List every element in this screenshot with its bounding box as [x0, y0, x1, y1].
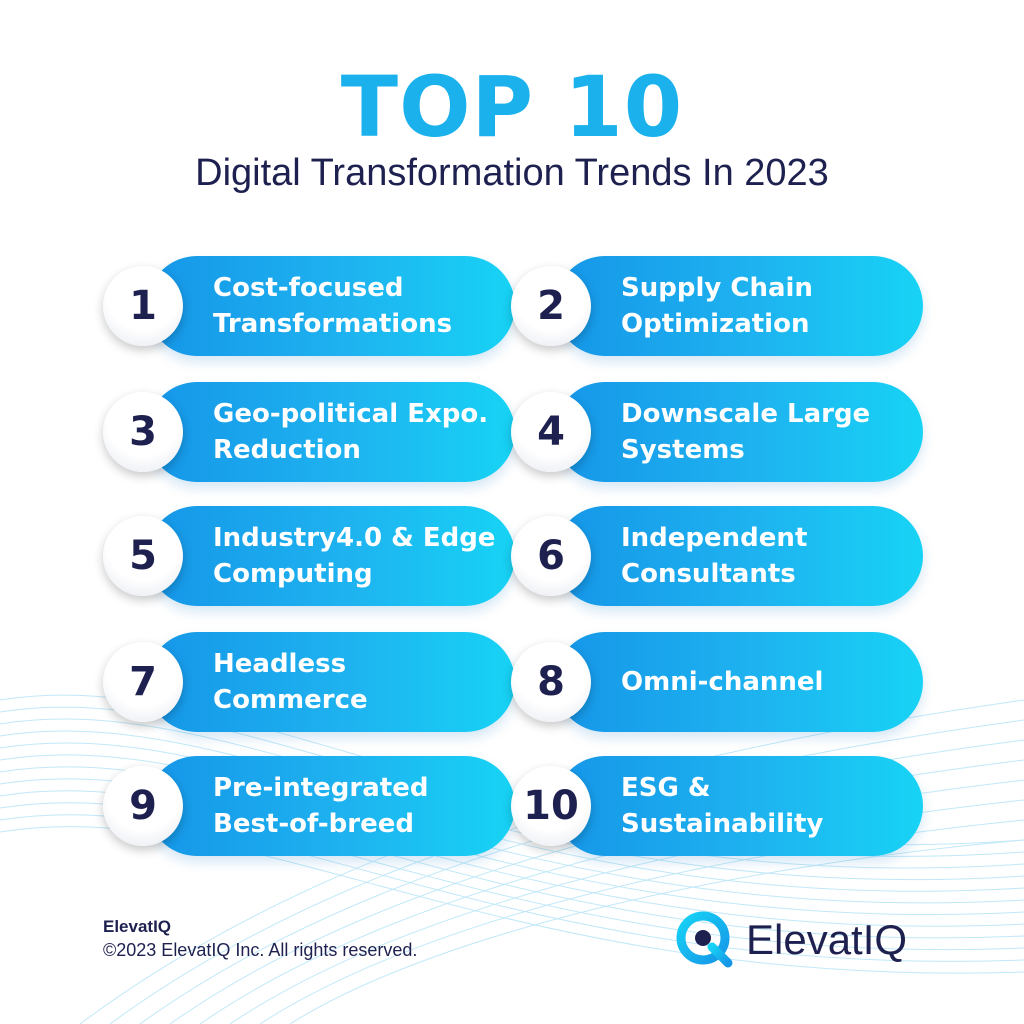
- trend-label: Independent Consultants: [621, 523, 808, 589]
- trend-pill: [147, 506, 515, 606]
- trend-item-3: Geo-political Expo. Reduction 3: [103, 382, 515, 482]
- trend-number-badge: 10: [511, 766, 591, 846]
- trend-pill: [555, 632, 923, 732]
- trend-pill: [555, 382, 923, 482]
- trend-number-badge: 5: [103, 516, 183, 596]
- trend-item-7: Headless Commerce 7: [103, 632, 515, 732]
- logo-wordmark: ElevatIQ: [746, 916, 908, 963]
- trend-number-badge: 9: [103, 766, 183, 846]
- trend-label: Geo-political Expo. Reduction: [213, 399, 489, 465]
- page-title: TOP 10: [340, 58, 684, 156]
- trend-item-9: Pre-integrated Best-of-breed 9: [103, 756, 515, 856]
- trend-pill: [147, 382, 515, 482]
- footer-copyright: ©2023 ElevatIQ Inc. All rights reserved.: [103, 940, 418, 960]
- trend-label: Downscale Large Systems: [621, 399, 871, 465]
- trend-item-6: Independent Consultants 6: [511, 506, 923, 606]
- trend-label: ESG & Sustainability: [621, 773, 824, 839]
- trend-number-badge: 3: [103, 392, 183, 472]
- trend-item-1: Cost-focused Transformations 1: [103, 256, 515, 356]
- trend-label: Supply Chain Optimization: [621, 273, 813, 339]
- trend-label: Pre-integrated Best-of-breed: [213, 773, 429, 839]
- trend-item-8: Omni-channel 8: [511, 632, 923, 732]
- trend-pill: [555, 256, 923, 356]
- trend-label: Headless Commerce: [213, 649, 368, 715]
- elevatiq-q-logo-icon: [676, 911, 733, 968]
- trend-pill: [147, 256, 515, 356]
- footer-brand: ElevatIQ: [103, 917, 172, 936]
- trend-pill: [147, 756, 515, 856]
- trend-pill: [147, 632, 515, 732]
- brand-logo: ElevatIQ: [676, 910, 907, 970]
- trend-label: Cost-focused Transformations: [213, 273, 453, 339]
- trend-pill: [555, 756, 923, 856]
- trend-label: Industry4.0 & Edge Computing: [213, 523, 496, 589]
- trend-number-badge: 7: [103, 642, 183, 722]
- trend-number-badge: 8: [511, 642, 591, 722]
- trend-pill: [555, 506, 923, 606]
- trend-item-4: Downscale Large Systems 4: [511, 382, 923, 482]
- trend-number-badge: 6: [511, 516, 591, 596]
- trend-item-10: ESG & Sustainability 10: [511, 756, 923, 856]
- trend-number-badge: 2: [511, 266, 591, 346]
- page-subtitle: Digital Transformation Trends In 2023: [195, 152, 829, 194]
- trend-item-2: Supply Chain Optimization 2: [511, 256, 923, 356]
- trend-label: Omni-channel: [621, 667, 824, 697]
- trend-item-5: Industry4.0 & Edge Computing 5: [103, 506, 515, 606]
- trend-number-badge: 1: [103, 266, 183, 346]
- trend-number-badge: 4: [511, 392, 591, 472]
